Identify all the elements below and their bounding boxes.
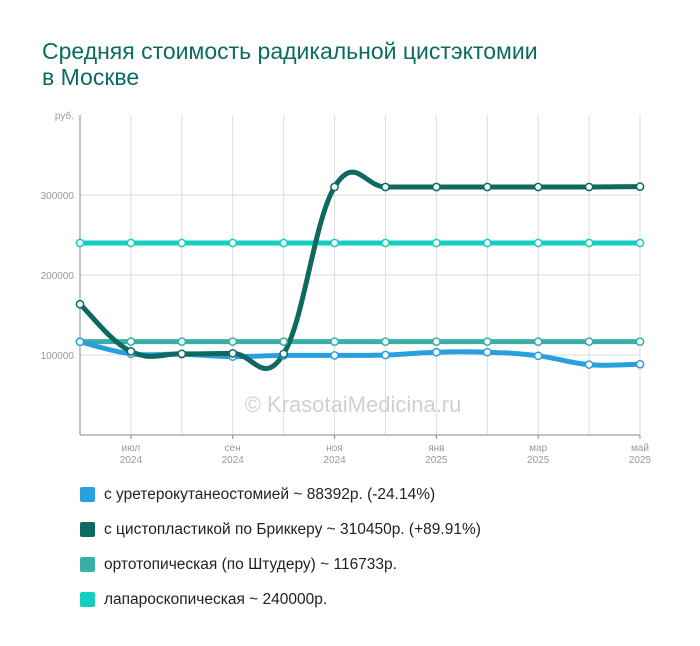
series-point-0 bbox=[482, 347, 492, 357]
x-tick-label-month: май bbox=[631, 443, 649, 454]
series-point-2 bbox=[279, 337, 288, 346]
series-point-3 bbox=[482, 238, 492, 248]
legend-label: с цистопластикой по Бриккеру ~ 310450р. … bbox=[104, 521, 481, 538]
legend-swatch bbox=[80, 487, 95, 502]
x-tick-label-year: 2025 bbox=[425, 455, 448, 466]
series-point-2 bbox=[330, 337, 339, 346]
x-tick-label-year: 2025 bbox=[527, 455, 550, 466]
series-point-0 bbox=[432, 347, 441, 357]
series-point-2 bbox=[635, 337, 645, 346]
series-point-3 bbox=[75, 238, 85, 248]
x-tick-label-month: ноя bbox=[326, 443, 343, 454]
legend-item[interactable]: ортотопическая (по Штудеру) ~ 116733р. bbox=[80, 555, 680, 590]
chart-title-line-1: Средняя стоимость радикальной цистэктоми… bbox=[42, 38, 538, 64]
series-point-3 bbox=[228, 238, 238, 248]
x-tick-label-month: сен bbox=[225, 443, 241, 454]
series-point-1 bbox=[126, 347, 136, 356]
chart-title: Средняя стоимость радикальной цистэктоми… bbox=[42, 38, 642, 90]
legend-swatch bbox=[80, 592, 95, 607]
chart-legend: с уретерокутанеостомией ~ 88392р. (-24.1… bbox=[80, 485, 680, 625]
series-point-3 bbox=[584, 238, 594, 248]
series-point-0 bbox=[75, 337, 85, 347]
y-tick-label: 100000 bbox=[41, 351, 75, 362]
series-point-3 bbox=[635, 238, 645, 248]
y-axis-unit-label: руб. bbox=[55, 110, 74, 122]
series-point-1 bbox=[228, 349, 238, 358]
x-tick-label-year: 2024 bbox=[222, 455, 245, 466]
legend-swatch bbox=[80, 557, 95, 572]
series-point-3 bbox=[432, 238, 441, 248]
legend-item[interactable]: с уретерокутанеостомией ~ 88392р. (-24.1… bbox=[80, 485, 680, 520]
x-tick-label-year: 2024 bbox=[323, 455, 346, 466]
series-point-0 bbox=[533, 351, 543, 361]
series-line-1 bbox=[77, 169, 643, 371]
series-point-2 bbox=[126, 337, 136, 346]
series-point-2 bbox=[228, 337, 238, 346]
series-point-3 bbox=[533, 238, 543, 248]
series-point-2 bbox=[381, 337, 390, 346]
legend-label: с уретерокутанеостомией ~ 88392р. (-24.1… bbox=[104, 486, 436, 503]
series-point-2 bbox=[533, 337, 543, 346]
series-point-1 bbox=[75, 299, 85, 309]
series-point-3 bbox=[126, 238, 136, 248]
legend-item[interactable]: с цистопластикой по Бриккеру ~ 310450р. … bbox=[80, 520, 680, 555]
series-point-1 bbox=[635, 182, 645, 191]
x-tick-label-year: 2024 bbox=[120, 455, 143, 466]
watermark-text: © KrasotaiMedicina.ru bbox=[245, 392, 462, 417]
series-point-3 bbox=[330, 238, 339, 248]
series-point-0 bbox=[381, 350, 390, 360]
series-point-1 bbox=[482, 182, 492, 192]
series-point-1 bbox=[177, 349, 187, 359]
legend-label: ортотопическая (по Штудеру) ~ 116733р. bbox=[104, 556, 397, 573]
series-point-2 bbox=[177, 337, 187, 346]
series-point-0 bbox=[330, 351, 339, 360]
x-tick-label-month: мар bbox=[529, 443, 547, 454]
y-tick-label: 300000 bbox=[41, 191, 75, 202]
series-point-2 bbox=[584, 337, 594, 346]
series-point-3 bbox=[177, 238, 187, 248]
series-point-1 bbox=[330, 182, 339, 192]
legend-swatch bbox=[80, 522, 95, 537]
x-tick-label-month: янв bbox=[428, 443, 444, 454]
series-point-3 bbox=[381, 238, 390, 248]
legend-item[interactable]: лапароскопическая ~ 240000р. bbox=[80, 590, 680, 625]
x-tick-label-year: 2025 bbox=[629, 455, 652, 466]
series-point-3 bbox=[279, 238, 288, 248]
series-point-1 bbox=[584, 182, 594, 192]
x-tick-label-month: июл bbox=[122, 443, 141, 454]
series-point-1 bbox=[381, 182, 390, 192]
series-point-1 bbox=[533, 182, 543, 192]
line-chart: руб.100000200000300000июл2024сен2024ноя2… bbox=[41, 110, 652, 466]
series-point-1 bbox=[432, 182, 441, 192]
series-point-2 bbox=[482, 337, 492, 346]
series-point-0 bbox=[635, 359, 645, 369]
chart-title-line-2: в Москве bbox=[42, 64, 140, 90]
series-point-2 bbox=[432, 337, 441, 346]
legend-label: лапароскопическая ~ 240000р. bbox=[104, 591, 328, 608]
series-point-0 bbox=[584, 360, 594, 369]
series-point-1 bbox=[279, 349, 288, 359]
y-tick-label: 200000 bbox=[41, 271, 75, 282]
